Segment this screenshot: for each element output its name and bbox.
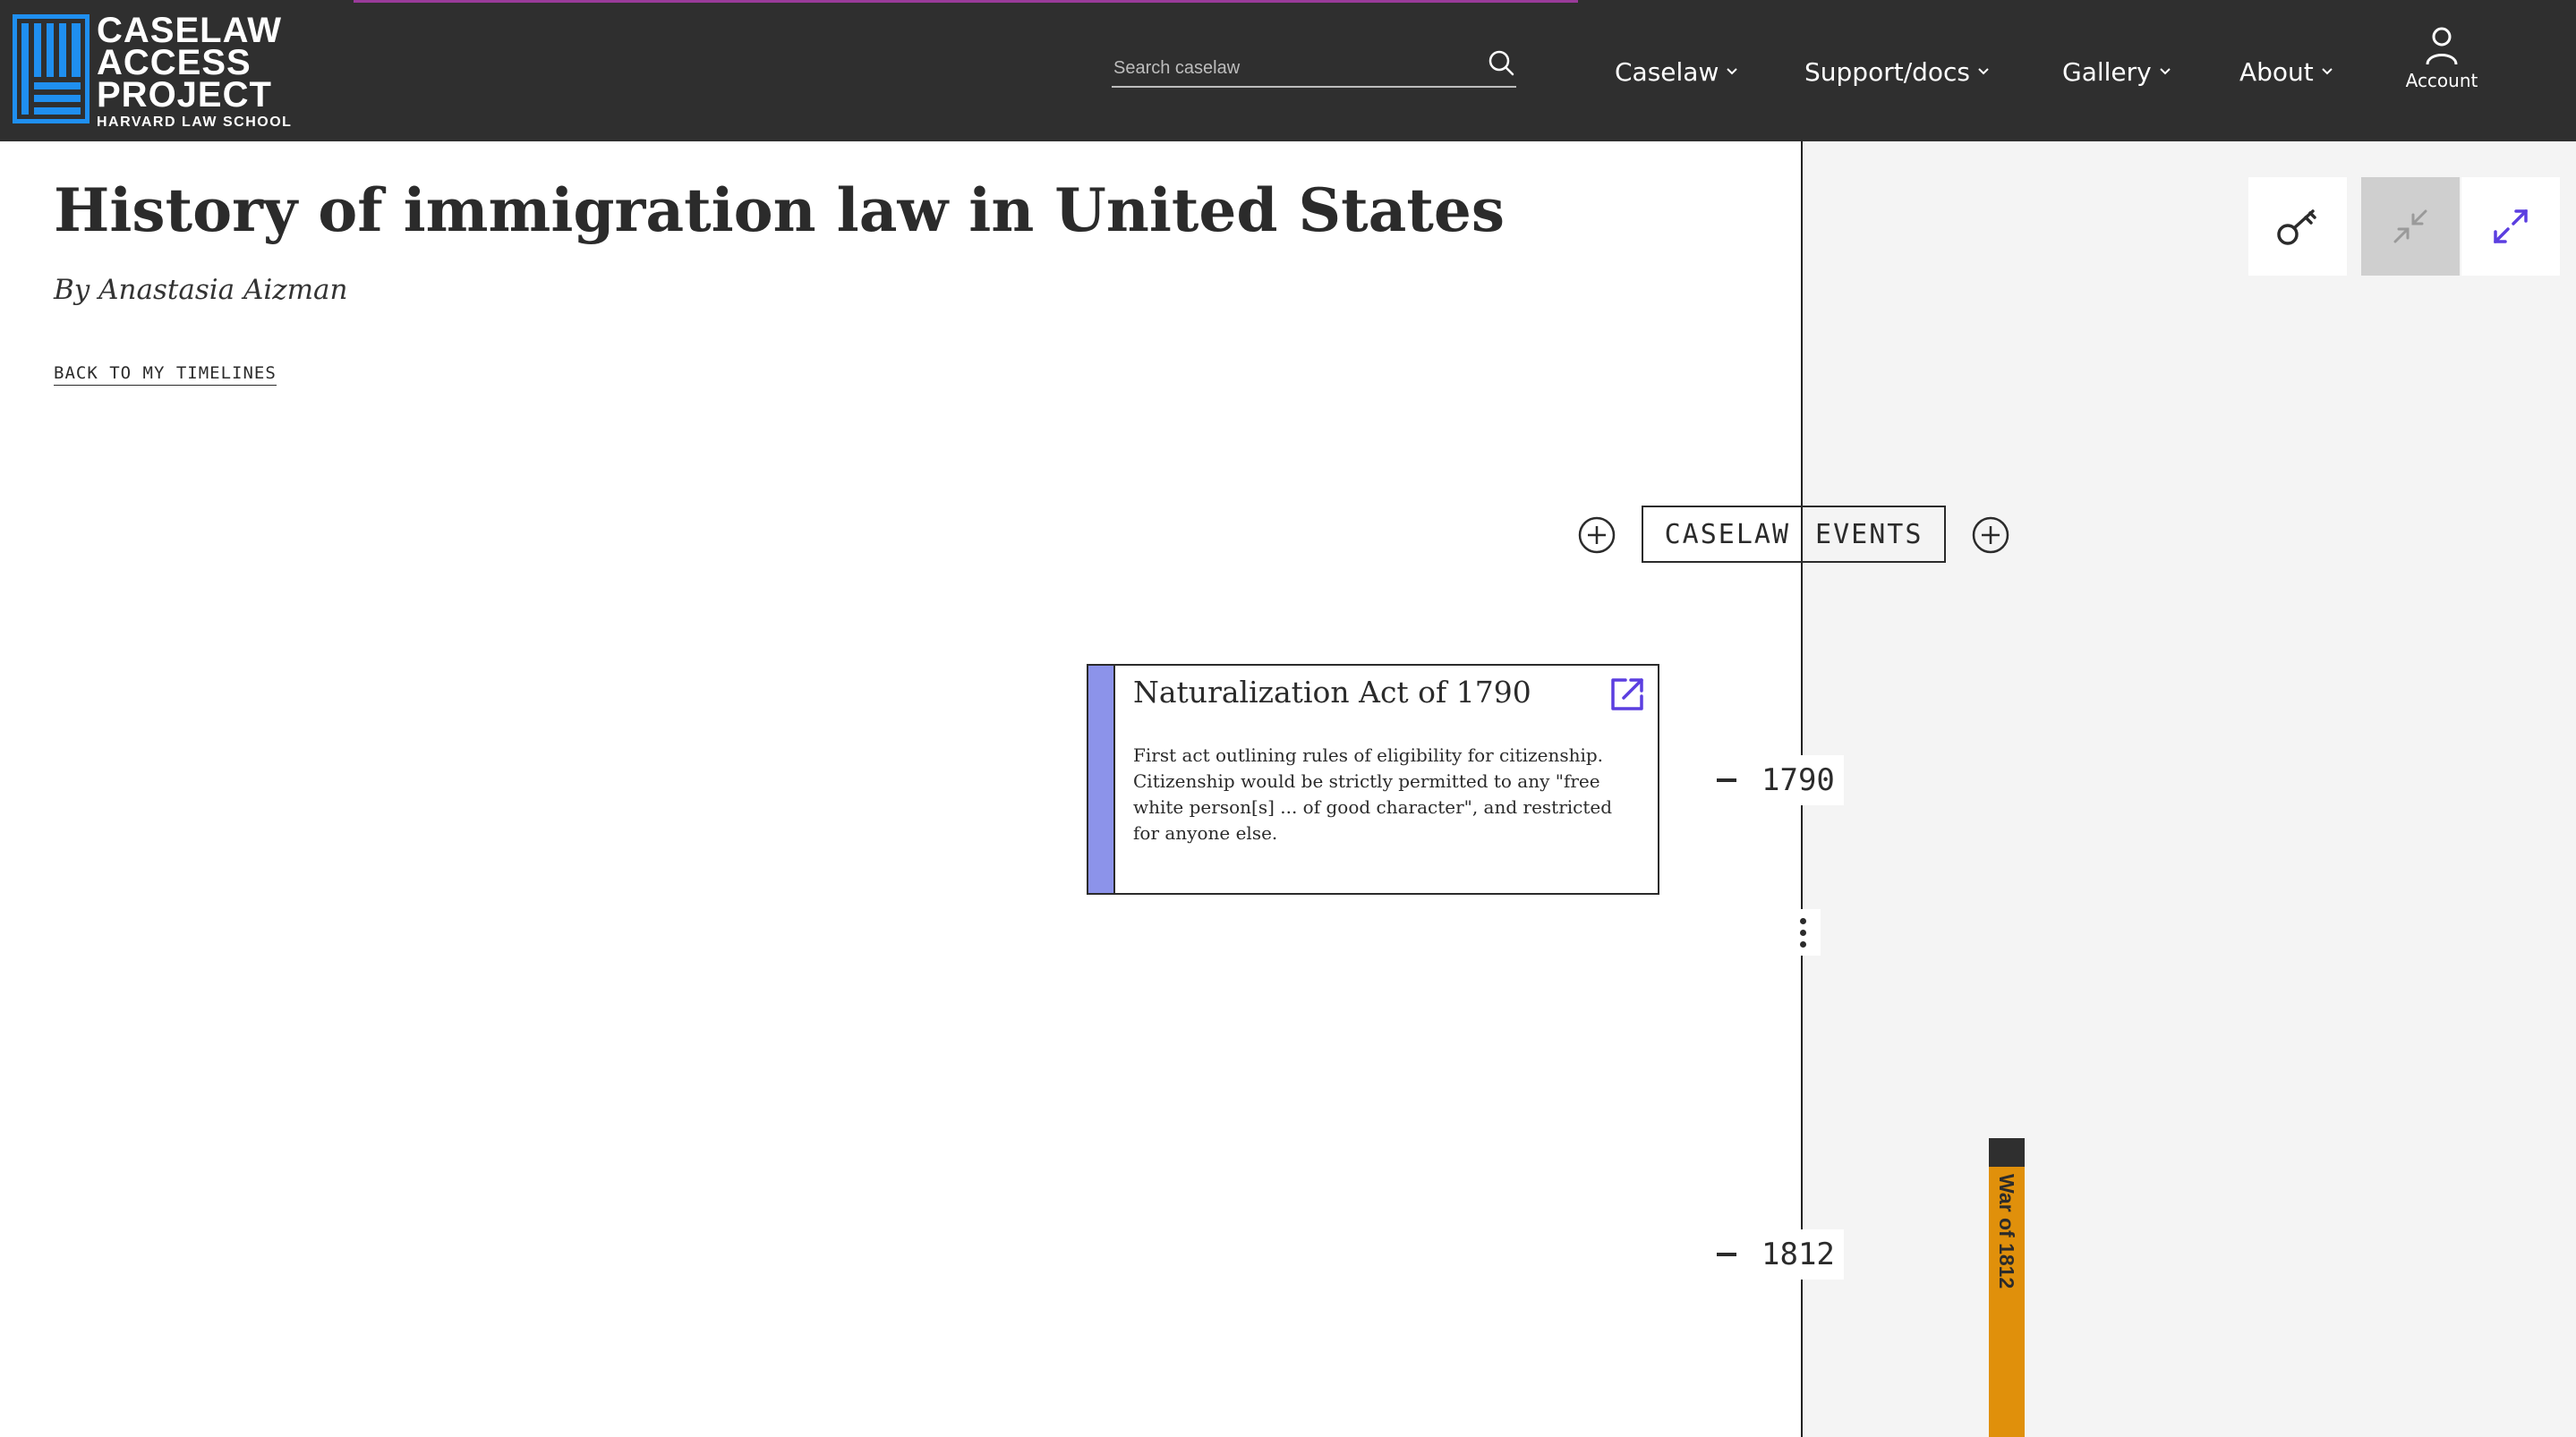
account-button[interactable]: Account (2399, 25, 2485, 97)
page-title: History of immigration law in United Sta… (54, 175, 1506, 245)
search-bar (1112, 47, 1516, 88)
year-tick (1717, 778, 1736, 782)
year-tick (1717, 1253, 1736, 1256)
key-button[interactable] (2248, 177, 2347, 276)
period-label: War of 1812 (1995, 1174, 2018, 1289)
author-byline: By Anastasia Aizman (54, 274, 348, 306)
kebab-menu-icon[interactable] (1785, 909, 1821, 956)
logo-wordmark: CASELAW ACCESS PROJECT HARVARD LAW SCHOO… (97, 11, 303, 131)
logo-line-2: ACCESS (97, 43, 252, 82)
event-title: Naturalization Act of 1790 (1133, 675, 1531, 710)
event-card[interactable]: Naturalization Act of 1790 First act out… (1087, 664, 1659, 895)
period-war-of-1812[interactable]: War of 1812 (1989, 1138, 2025, 1437)
search-icon[interactable] (1486, 48, 1516, 79)
collapse-button[interactable] (2361, 177, 2460, 276)
logo-line-1: CASELAW (97, 11, 282, 50)
chevron-down-icon (2322, 68, 2333, 75)
chevron-down-icon (2160, 68, 2171, 75)
events-track-label: EVENTS (1815, 518, 1923, 550)
nav-support-docs-label: Support/docs (1804, 56, 1971, 87)
add-caselaw-icon[interactable] (1577, 515, 1616, 555)
period-cap (1989, 1138, 2025, 1167)
track-labels: CASELAW EVENTS (1642, 506, 1946, 563)
search-input[interactable] (1112, 50, 1470, 86)
external-link-icon[interactable] (1608, 675, 1647, 714)
expand-button[interactable] (2461, 177, 2560, 276)
logo-line-3: PROJECT (97, 75, 272, 115)
year-label: 1812 (1761, 1237, 1835, 1272)
chevron-down-icon (1727, 68, 1738, 75)
collapse-arrows-icon (2393, 209, 2427, 243)
key-icon (2277, 209, 2316, 245)
user-icon (2426, 27, 2458, 65)
caselaw-track-label: CASELAW (1664, 518, 1791, 550)
nav-about[interactable]: About (2239, 52, 2333, 91)
timeline-events-panel (1803, 141, 2576, 1437)
site-header: CASELAW ACCESS PROJECT HARVARD LAW SCHOO… (0, 0, 2576, 141)
logo-grid-icon (13, 14, 90, 123)
nav-about-label: About (2239, 56, 2314, 87)
year-label: 1790 (1761, 762, 1835, 798)
nav-caselaw[interactable]: Caselaw (1615, 52, 1738, 91)
event-color-bar (1088, 666, 1115, 893)
nav-caselaw-label: Caselaw (1615, 56, 1719, 87)
header-accent-line (354, 0, 1578, 3)
year-marker-1812: 1812 (1717, 1229, 1844, 1280)
nav-gallery-label: Gallery (2062, 56, 2152, 87)
event-description: First act outlining rules of eligibility… (1133, 744, 1613, 844)
nav-support-docs[interactable]: Support/docs (1804, 52, 1990, 91)
logo-subtitle: HARVARD LAW SCHOOL (97, 115, 293, 130)
nav-gallery[interactable]: Gallery (2062, 52, 2171, 91)
year-marker-1790: 1790 (1717, 755, 1844, 805)
chevron-down-icon (1978, 68, 1989, 75)
back-to-timelines-link[interactable]: BACK TO MY TIMELINES (54, 363, 277, 386)
add-event-icon[interactable] (1971, 515, 2010, 555)
expand-arrows-icon (2494, 209, 2528, 243)
account-label: Account (2405, 70, 2478, 91)
